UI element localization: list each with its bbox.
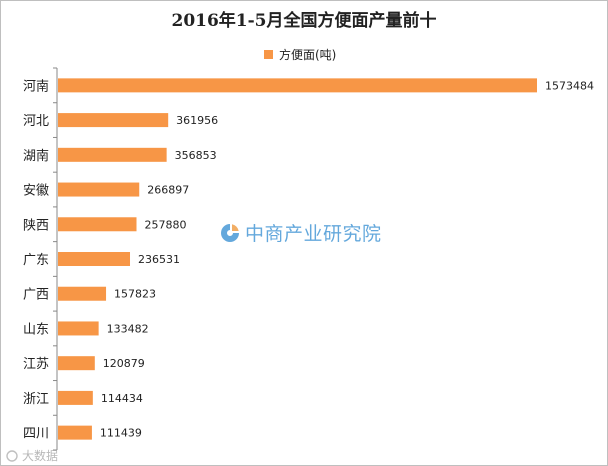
category-label: 河南 — [23, 78, 49, 94]
value-label: 361956 — [176, 114, 218, 127]
bar — [58, 425, 92, 440]
bar — [58, 390, 93, 405]
legend-swatch-icon — [264, 49, 273, 59]
chart-title: 2016年1-5月全国方便面产量前十 — [171, 11, 437, 31]
watermark-text: 中商产业研究院 — [245, 223, 382, 245]
bar — [58, 217, 137, 232]
category-label: 山东 — [23, 322, 49, 337]
category-label: 江苏 — [23, 356, 49, 372]
bar — [58, 113, 169, 128]
bar — [58, 356, 95, 371]
value-label: 114434 — [101, 392, 143, 405]
bar — [58, 182, 140, 197]
legend-label: 方便面(吨) — [279, 47, 337, 62]
category-label: 湖南 — [23, 148, 49, 164]
category-label: 四川 — [23, 427, 49, 442]
value-label: 1573484 — [545, 79, 594, 92]
category-label: 广西 — [23, 288, 49, 303]
category-label: 广东 — [23, 253, 49, 268]
category-label: 陕西 — [23, 218, 49, 233]
footer-watermark: 大数据 — [6, 447, 58, 464]
footer-watermark-text: 大数据 — [22, 449, 59, 463]
bar — [58, 147, 167, 162]
value-label: 120879 — [103, 357, 145, 370]
watermark-logo-icon — [221, 223, 239, 242]
value-label: 133482 — [107, 322, 149, 335]
footer-watermark-icon — [6, 449, 18, 462]
bar — [58, 321, 99, 336]
value-label: 157823 — [114, 288, 156, 301]
category-label: 河北 — [23, 114, 49, 129]
bar — [58, 78, 537, 93]
value-label: 266897 — [147, 184, 189, 197]
bar — [58, 286, 107, 301]
watermark: 中商产业研究院 — [219, 219, 382, 246]
bar — [58, 252, 131, 266]
value-label: 257880 — [145, 218, 187, 231]
chart-legend: 方便面(吨) — [264, 46, 336, 62]
category-label: 浙江 — [23, 392, 49, 407]
value-label: 356853 — [175, 149, 217, 162]
value-label: 111439 — [100, 427, 142, 440]
value-label: 236531 — [138, 253, 180, 266]
category-label: 安徽 — [23, 184, 49, 199]
